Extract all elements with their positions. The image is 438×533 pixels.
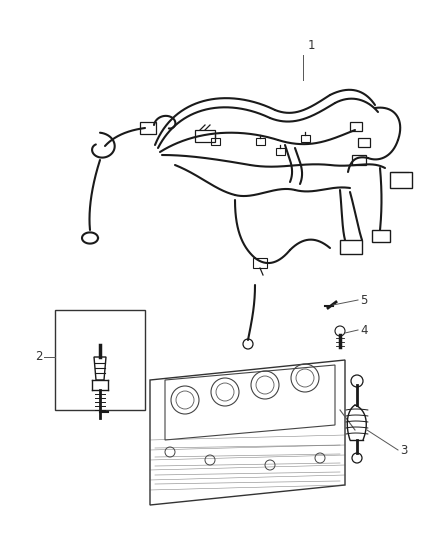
Text: 1: 1 xyxy=(308,39,315,52)
Bar xyxy=(55,310,145,410)
Bar xyxy=(195,130,215,142)
Bar xyxy=(211,138,220,145)
Bar xyxy=(256,138,265,145)
Bar xyxy=(140,122,156,134)
Bar xyxy=(372,230,390,242)
Bar xyxy=(390,172,412,188)
Bar xyxy=(301,135,310,142)
Text: 3: 3 xyxy=(400,443,407,456)
Text: 2: 2 xyxy=(35,351,43,364)
Bar xyxy=(358,138,370,147)
Text: 4: 4 xyxy=(360,324,367,336)
Bar xyxy=(350,122,362,131)
Bar xyxy=(352,155,366,165)
Text: 5: 5 xyxy=(360,294,367,306)
Bar xyxy=(276,148,285,155)
Bar xyxy=(340,240,362,254)
Bar xyxy=(253,258,267,268)
